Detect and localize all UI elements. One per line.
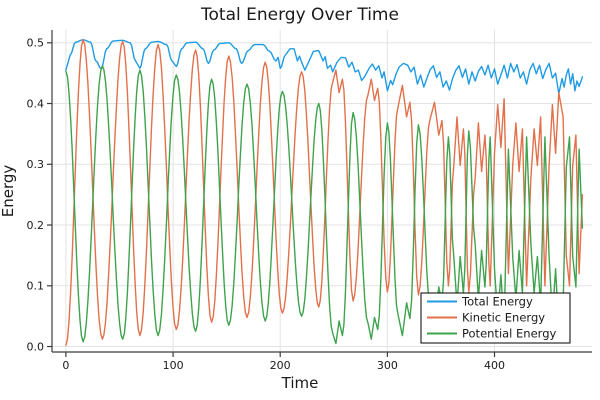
x-tick-label: 0 — [62, 359, 69, 372]
chart-title: Total Energy Over Time — [200, 5, 399, 25]
y-tick-label: 0.1 — [27, 280, 45, 293]
series-line-kinetic-energy — [65, 39, 584, 346]
legend-label-total-energy: Total Energy — [461, 294, 533, 308]
y-tick-label: 0.3 — [27, 158, 45, 171]
x-axis-label: Time — [281, 374, 319, 392]
y-tick-label: 0.4 — [27, 97, 45, 110]
x-tick-label: 100 — [163, 359, 184, 372]
y-tick-label: 0.0 — [27, 340, 45, 353]
y-tick-label: 0.2 — [27, 219, 45, 232]
x-tick-label: 200 — [270, 359, 291, 372]
legend-label-kinetic-energy: Kinetic Energy — [462, 310, 545, 324]
x-tick-label: 300 — [377, 359, 398, 372]
y-tick-label: 0.5 — [27, 37, 45, 50]
series-line-potential-energy — [65, 65, 584, 345]
legend: Total Energy Kinetic Energy Potential Ener… — [420, 292, 571, 344]
y-axis-label: Energy — [0, 165, 17, 218]
x-tick-label: 400 — [484, 359, 505, 372]
legend-label-potential-energy: Potential Energy — [462, 326, 556, 340]
series-line-total-energy — [65, 39, 584, 95]
